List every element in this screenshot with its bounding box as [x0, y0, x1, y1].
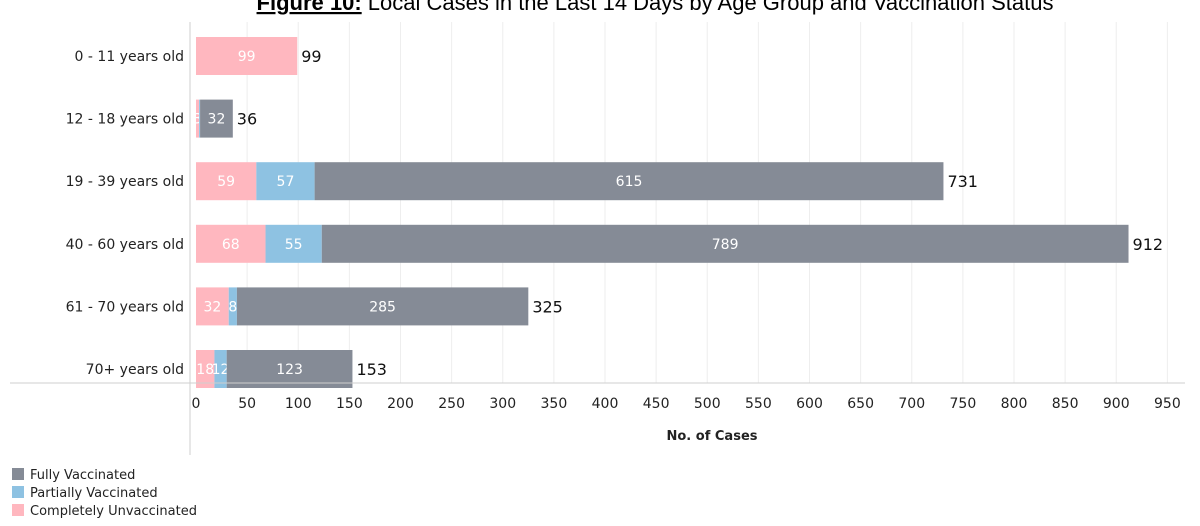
x-tick-label: 100: [285, 396, 312, 412]
x-tick-label: 450: [643, 396, 670, 412]
segment-label: 99: [238, 49, 256, 65]
legend-label: Completely Unvaccinated: [30, 504, 197, 519]
x-tick-label: 950: [1154, 396, 1181, 412]
segment-label: 3: [193, 112, 202, 128]
x-tick-label: 750: [950, 396, 977, 412]
x-tick-label: 650: [847, 396, 874, 412]
segment-label: 789: [712, 237, 739, 253]
x-tick-label: 900: [1103, 396, 1130, 412]
category-label: 70+ years old: [86, 362, 184, 378]
segment-label: 123: [276, 362, 303, 378]
x-tick-label: 500: [694, 396, 721, 412]
bar-segment: [321, 224, 1129, 263]
total-label: 731: [947, 172, 978, 191]
segment-label: 57: [277, 174, 295, 190]
segment-label: 32: [208, 112, 226, 128]
x-tick-label: 350: [541, 396, 568, 412]
x-tick-label: 700: [898, 396, 925, 412]
bar-segment: [214, 350, 227, 388]
segment-label: 18: [196, 362, 214, 378]
x-axis-title: No. of Cases: [667, 429, 758, 444]
segment-label: 12: [212, 362, 230, 378]
segment-label: 285: [369, 299, 396, 315]
x-tick-label: 550: [745, 396, 772, 412]
bar-segment: [236, 287, 529, 326]
x-tick-label: 850: [1052, 396, 1079, 412]
x-tick-label: 0: [192, 396, 201, 412]
segment-label: 55: [285, 237, 303, 253]
category-label: 12 - 18 years old: [66, 112, 184, 128]
legend-swatch: [12, 468, 24, 480]
category-label: 40 - 60 years old: [66, 237, 184, 253]
bar-segment: [314, 162, 944, 201]
total-label: 325: [532, 297, 563, 316]
bars: 99 99 3 32 36 59 57 615 731 68 55 789 912 32 8 285 325 18…: [193, 37, 1163, 388]
bar-segment: [196, 287, 229, 326]
bar-segment: [228, 287, 237, 326]
legend: Fully Vaccinated Partially Vaccinated Comp…: [12, 468, 197, 519]
bar-segment: [196, 37, 298, 75]
x-tick-label: 300: [489, 396, 516, 412]
bar-segment: [196, 99, 200, 138]
category-label: 61 - 70 years old: [66, 299, 184, 315]
chart-title-prefix: Figure 10:: [257, 0, 362, 15]
x-tick-label: 400: [592, 396, 619, 412]
x-tick-label: 50: [238, 396, 256, 412]
bar-segment: [196, 162, 257, 201]
segment-label: 59: [217, 174, 235, 190]
legend-label: Fully Vaccinated: [30, 468, 135, 483]
chart-title-text: Local Cases in the Last 14 Days by Age G…: [362, 0, 1054, 15]
total-label: 99: [301, 47, 321, 66]
legend-swatch: [12, 486, 24, 498]
total-label: 36: [237, 110, 257, 129]
chart-title: Figure 10: Local Cases in the Last 14 Da…: [257, 0, 1054, 15]
total-label: 153: [356, 360, 387, 379]
bar-segment: [199, 99, 201, 138]
segment-label: 615: [616, 174, 643, 190]
gridlines: [246, 22, 1168, 383]
x-tick-label: 800: [1001, 396, 1028, 412]
category-label: 0 - 11 years old: [75, 49, 184, 65]
bar-segment: [196, 350, 215, 388]
segment-label: 68: [222, 237, 240, 253]
x-tick-label: 150: [336, 396, 363, 412]
bar-segment: [265, 224, 322, 263]
segment-label: 8: [228, 299, 237, 315]
bar-segment: [256, 162, 315, 201]
legend-swatch: [12, 504, 24, 516]
bar-segment: [226, 350, 353, 388]
segment-label: 32: [203, 299, 221, 315]
x-tick-label: 250: [438, 396, 465, 412]
bar-segment: [200, 99, 233, 138]
category-label: 19 - 39 years old: [66, 174, 184, 190]
axes: 0 - 11 years old 12 - 18 years old 19 - 39…: [10, 22, 1185, 455]
x-tick-label: 200: [387, 396, 414, 412]
legend-label: Partially Vaccinated: [30, 486, 158, 501]
bar-segment: [196, 224, 266, 263]
x-tick-label: 600: [796, 396, 823, 412]
total-label: 912: [1133, 235, 1164, 254]
